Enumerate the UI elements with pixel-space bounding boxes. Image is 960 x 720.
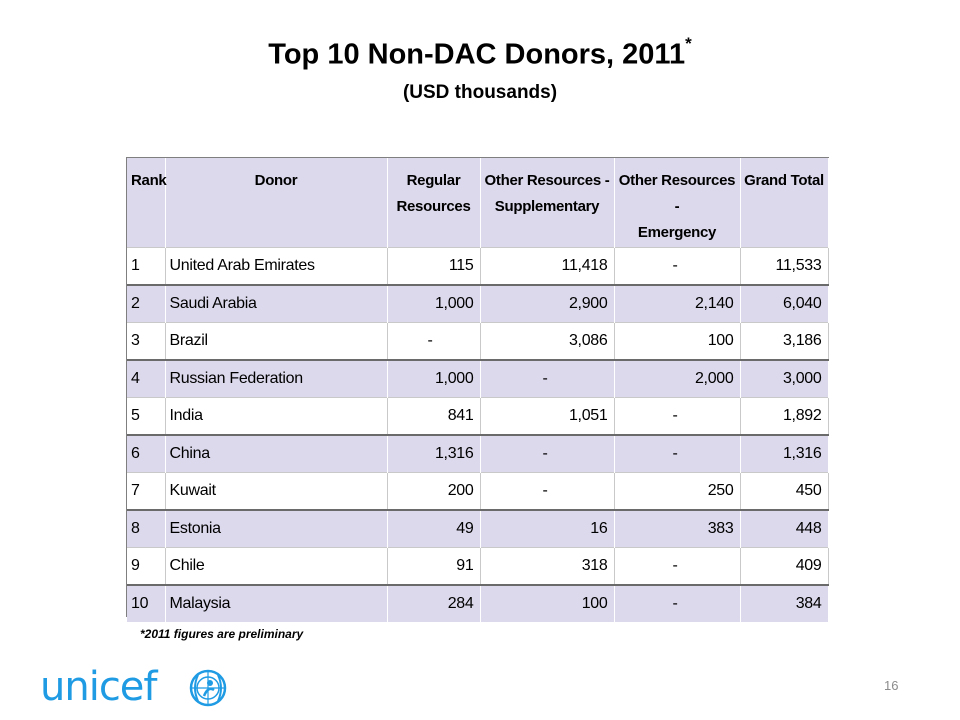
- cell-regular: 115: [387, 247, 481, 285]
- cell-supplementary: -: [480, 434, 615, 473]
- table-row: 10 Malaysia 284 100-384: [127, 584, 829, 622]
- cell-regular: -: [387, 322, 481, 360]
- table-row: 3 Brazil -3,086 100 3,186: [127, 322, 829, 360]
- cell-emergency: -: [614, 434, 741, 473]
- header-grand-total: Grand Total: [740, 158, 829, 248]
- cell-emergency: 2,140: [614, 284, 741, 323]
- cell-total: 384: [740, 584, 829, 622]
- cell-total: 3,186: [740, 322, 829, 360]
- table-row: 1 United Arab Emirates 115 11,418-11,533: [127, 247, 829, 285]
- cell-total: 1,892: [740, 397, 829, 435]
- cell-supplementary: 100: [480, 584, 615, 622]
- cell-emergency: -: [614, 397, 741, 435]
- cell-rank: 1: [127, 247, 166, 285]
- cell-donor: Estonia: [165, 509, 388, 548]
- cell-rank: 7: [127, 472, 166, 510]
- cell-emergency: 250: [614, 472, 741, 510]
- cell-emergency: -: [614, 584, 741, 622]
- title-footnote-mark: *: [685, 34, 692, 53]
- cell-regular: 1,000: [387, 359, 481, 398]
- donors-table: Rank Donor Regular Resources Other Resou…: [126, 157, 829, 622]
- cell-total: 1,316: [740, 434, 829, 473]
- table-row: 2 Saudi Arabia 1,000 2,900 2,140 6,040: [127, 284, 829, 323]
- cell-regular: 1,000: [387, 284, 481, 323]
- table-row: 7 Kuwait 200-250 450: [127, 472, 829, 510]
- cell-donor: India: [165, 397, 388, 435]
- cell-emergency: -: [614, 247, 741, 285]
- cell-rank: 5: [127, 397, 166, 435]
- slide-title: Top 10 Non-DAC Donors, 2011*: [0, 34, 960, 72]
- cell-emergency: 2,000: [614, 359, 741, 398]
- slide-title-text: Top 10 Non-DAC Donors, 2011: [268, 38, 686, 71]
- unicef-emblem-icon: [189, 669, 227, 707]
- cell-supplementary: 11,418: [480, 247, 615, 285]
- cell-donor: Brazil: [165, 322, 388, 360]
- cell-total: 11,533: [740, 247, 829, 285]
- cell-rank: 6: [127, 434, 166, 473]
- cell-rank: 10: [127, 584, 166, 622]
- cell-total: 409: [740, 547, 829, 585]
- header-supplementary-line2: Supplementary: [494, 198, 600, 215]
- header-supplementary: Other Resources - Supplementary: [480, 158, 615, 248]
- cell-regular: 49: [387, 509, 481, 548]
- header-regular-line1: Regular: [406, 172, 461, 189]
- cell-total: 448: [740, 509, 829, 548]
- cell-supplementary: -: [480, 472, 615, 510]
- slide-subtitle: (USD thousands): [402, 82, 558, 103]
- cell-supplementary: 2,900: [480, 284, 615, 323]
- page-number: 16: [884, 678, 899, 693]
- header-donor: Donor: [165, 158, 388, 248]
- cell-emergency: 383: [614, 509, 741, 548]
- cell-total: 3,000: [740, 359, 829, 398]
- cell-emergency: -: [614, 547, 741, 585]
- table-row: 4 Russian Federation 1,000-2,000 3,000: [127, 359, 829, 398]
- cell-total: 6,040: [740, 284, 829, 323]
- table-header-row: Rank Donor Regular Resources Other Resou…: [127, 158, 829, 248]
- cell-rank: 3: [127, 322, 166, 360]
- cell-total: 450: [740, 472, 829, 510]
- cell-donor: Malaysia: [165, 584, 388, 622]
- cell-donor: Russian Federation: [165, 359, 388, 398]
- cell-supplementary: 3,086: [480, 322, 615, 360]
- table-row: 5 India 841 1,051-1,892: [127, 397, 829, 435]
- footnote: *2011 figures are preliminary: [140, 627, 304, 641]
- cell-donor: China: [165, 434, 388, 473]
- cell-rank: 9: [127, 547, 166, 585]
- header-rank: Rank: [127, 158, 167, 248]
- table-row: 9 Chile 91 318-409: [127, 547, 829, 585]
- cell-donor: Chile: [165, 547, 388, 585]
- cell-supplementary: 16: [480, 509, 615, 548]
- unicef-wordmark: unicef: [40, 664, 157, 710]
- table-row: 6 China 1,316- -1,316: [127, 434, 829, 473]
- header-emergency: Other Resources - Emergency: [614, 158, 741, 248]
- cell-regular: 200: [387, 472, 481, 510]
- header-regular-resources: Regular Resources: [387, 158, 481, 248]
- cell-emergency: 100: [614, 322, 741, 360]
- cell-supplementary: -: [480, 359, 615, 398]
- header-supplementary-line1: Other Resources -: [484, 172, 610, 189]
- cell-regular: 284: [387, 584, 481, 622]
- header-emergency-line1: Other Resources -: [618, 172, 736, 215]
- cell-supplementary: 318: [480, 547, 615, 585]
- cell-rank: 8: [127, 509, 166, 548]
- cell-regular: 91: [387, 547, 481, 585]
- cell-regular: 1,316: [387, 434, 481, 473]
- cell-donor: United Arab Emirates: [165, 247, 388, 285]
- cell-regular: 841: [387, 397, 481, 435]
- cell-supplementary: 1,051: [480, 397, 615, 435]
- cell-donor: Kuwait: [165, 472, 388, 510]
- header-regular-line2: Resources: [396, 198, 471, 215]
- cell-donor: Saudi Arabia: [165, 284, 388, 323]
- header-emergency-line2: Emergency: [637, 224, 717, 241]
- cell-rank: 2: [127, 284, 166, 323]
- cell-rank: 4: [127, 359, 166, 398]
- table-row: 8 Estonia 49 16 383 448: [127, 509, 829, 548]
